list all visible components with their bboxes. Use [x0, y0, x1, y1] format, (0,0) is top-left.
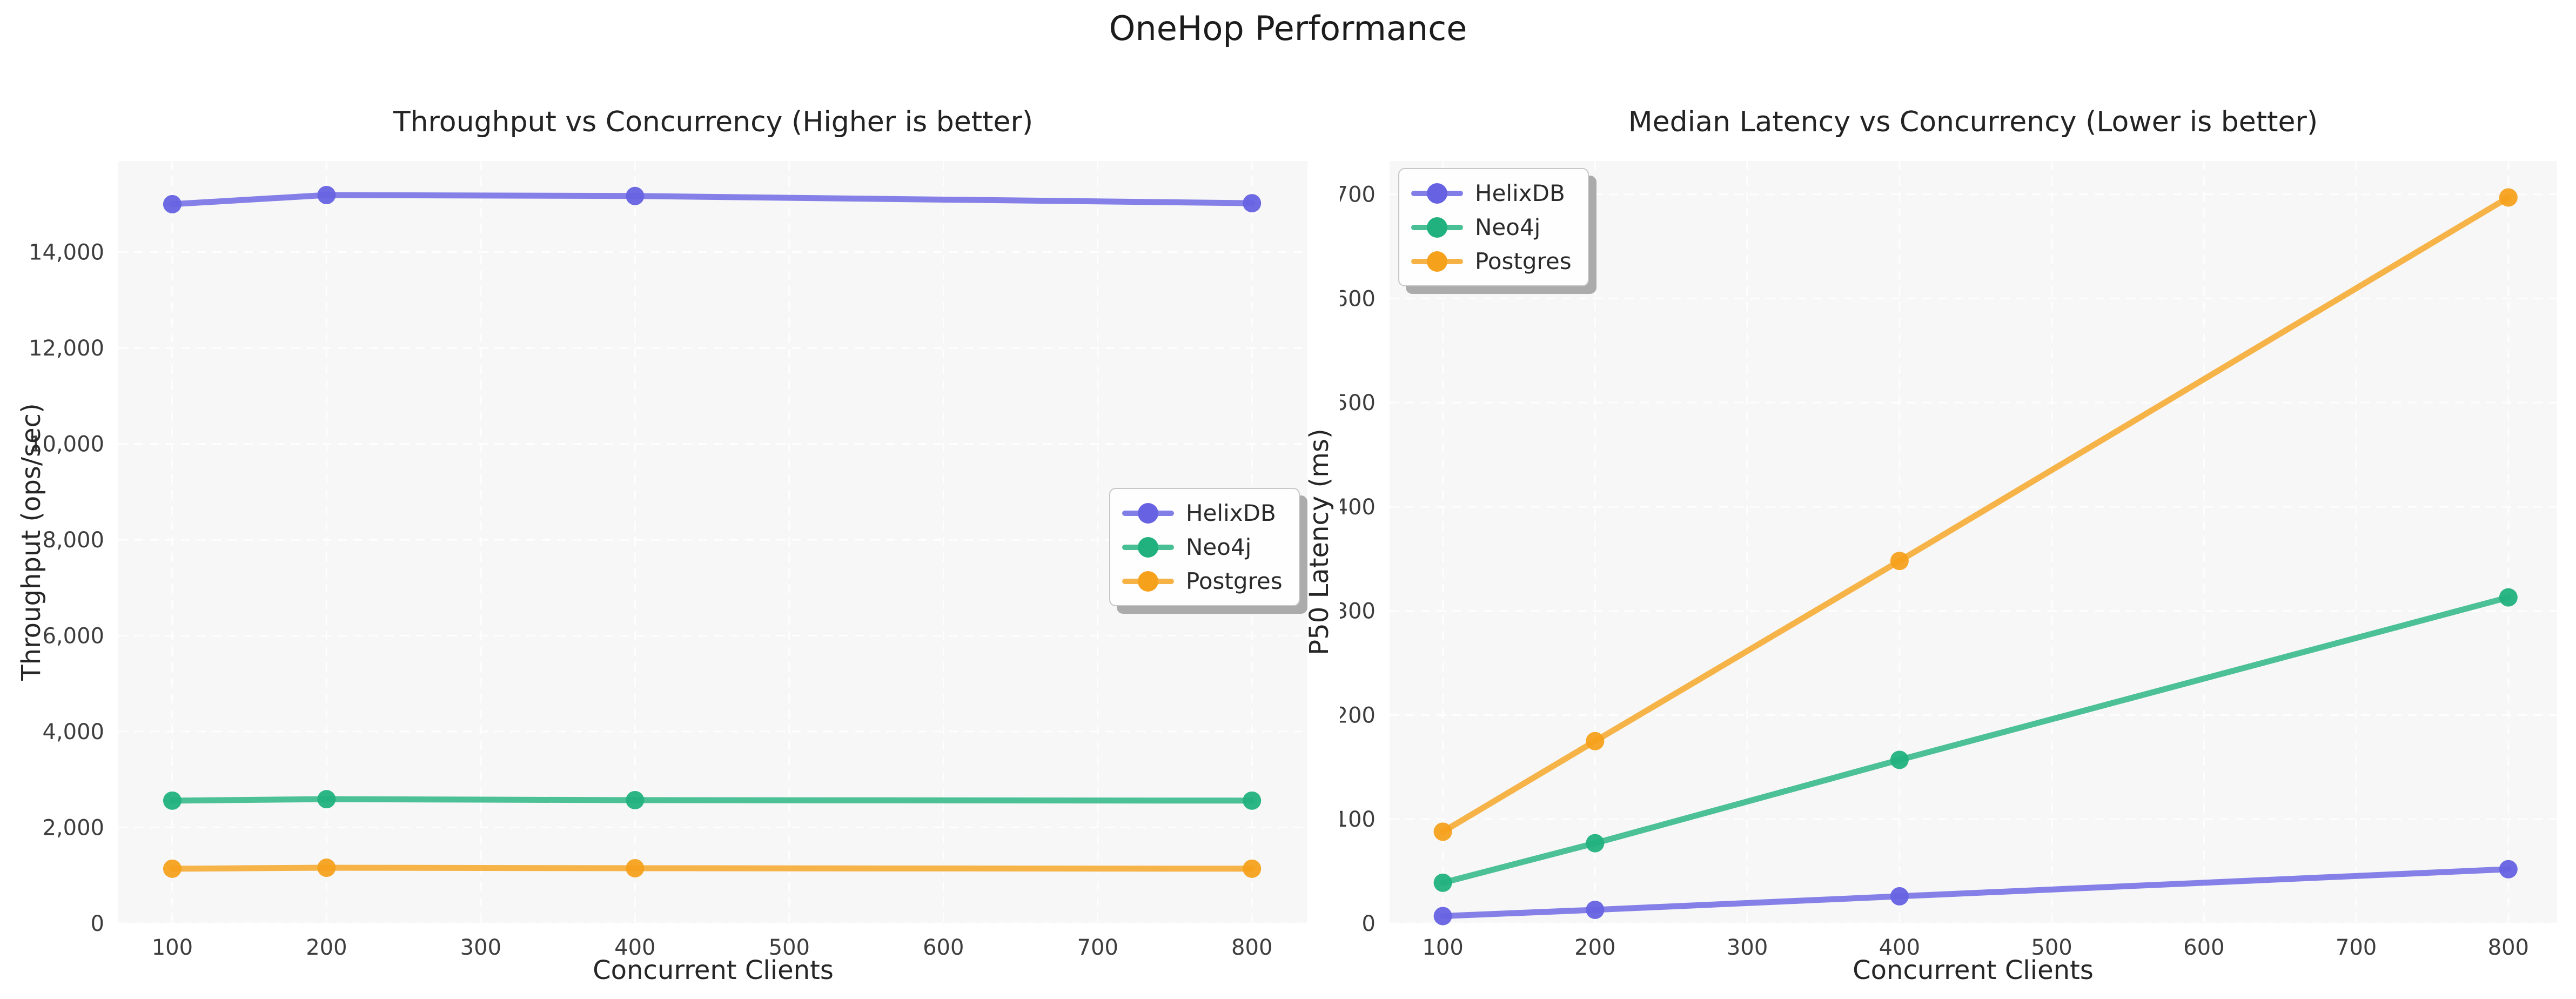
latency-line-neo4j: [1440, 594, 2512, 886]
throughput-legend-item-neo4j: Neo4j: [1122, 534, 1283, 560]
throughput-marker-postgres: [163, 859, 182, 878]
latency-ytick-label: 600: [1340, 286, 1376, 311]
latency-xaxis-label: Concurrent Clients: [1853, 955, 2094, 985]
throughput-xtick-label: 200: [306, 935, 347, 960]
throughput-line-postgres: [169, 864, 1255, 872]
throughput-ytick-label: 6,000: [42, 624, 104, 649]
throughput-yaxis-label: Throughput (ops/sec): [16, 403, 46, 681]
throughput-ytick-label: 12,000: [29, 336, 104, 361]
throughput-xaxis-label: Concurrent Clients: [593, 955, 834, 985]
throughput-xtick-label: 400: [614, 935, 655, 960]
latency-marker-postgres: [1433, 822, 1452, 841]
legend-line-marker-icon: [1122, 501, 1174, 525]
latency-xtick-label: 800: [2488, 935, 2529, 960]
latency-plot-area: [1390, 161, 2557, 923]
figure-title: OneHop Performance: [1109, 9, 1467, 48]
throughput-xtick-label: 300: [460, 935, 501, 960]
latency-ytick-label: 400: [1340, 495, 1376, 520]
throughput-legend-item-helixdb: HelixDB: [1122, 500, 1283, 526]
throughput-ytick-label: 8,000: [42, 528, 104, 553]
throughput-chart-title: Throughput vs Concurrency (Higher is bet…: [393, 106, 1034, 138]
throughput-ytick-label: 10,000: [29, 432, 104, 457]
latency-marker-postgres: [2499, 188, 2518, 207]
legend-label: Postgres: [1475, 248, 1572, 274]
latency-legend-item-postgres: Postgres: [1411, 248, 1572, 274]
latency-legend-item-neo4j: Neo4j: [1411, 214, 1572, 240]
latency-xtick-label: 300: [1727, 935, 1768, 960]
latency-xtick-label: 700: [2336, 935, 2377, 960]
latency-marker-neo4j: [1433, 873, 1452, 892]
throughput-line-neo4j: [169, 796, 1255, 804]
throughput-ytick-label: 14,000: [29, 240, 104, 265]
latency-xtick-label: 200: [1574, 935, 1615, 960]
latency-yaxis-label: P50 Latency (ms): [1304, 428, 1334, 655]
legend-label: Neo4j: [1186, 534, 1252, 560]
latency-legend: HelixDB Neo4j Postgres: [1398, 168, 1589, 286]
legend-line-marker-icon: [1411, 216, 1463, 239]
latency-marker-helixdb: [2499, 860, 2518, 879]
latency-ytick-label: 0: [1362, 911, 1376, 936]
throughput-marker-neo4j: [163, 791, 182, 810]
throughput-marker-helixdb: [163, 195, 182, 213]
latency-marker-neo4j: [1890, 750, 1909, 769]
legend-line-marker-icon: [1122, 569, 1174, 593]
latency-ytick-label: 300: [1340, 599, 1376, 624]
throughput-ytick-label: 2,000: [42, 816, 104, 841]
throughput-line-helixdb: [169, 192, 1255, 207]
latency-ytick-label: 200: [1340, 703, 1376, 728]
latency-xtick-label: 400: [1879, 935, 1920, 960]
latency-line-postgres: [1440, 194, 2512, 835]
throughput-marker-postgres: [317, 859, 336, 877]
latency-ytick-label: 700: [1340, 183, 1376, 207]
legend-line-marker-icon: [1411, 182, 1463, 205]
latency-line-helixdb: [1440, 866, 2512, 920]
latency-xtick-label: 500: [2031, 935, 2072, 960]
latency-legend-item-helixdb: HelixDB: [1411, 180, 1572, 206]
latency-ytick-label: 500: [1340, 391, 1376, 415]
throughput-marker-helixdb: [1243, 194, 1262, 213]
throughput-xtick-label: 800: [1231, 935, 1272, 960]
legend-label: Postgres: [1186, 568, 1283, 594]
latency-chart-title: Median Latency vs Concurrency (Lower is …: [1628, 106, 2318, 138]
throughput-marker-postgres: [1243, 859, 1262, 878]
throughput-legend: HelixDB Neo4j Postgres: [1109, 488, 1300, 606]
throughput-xtick-label: 600: [923, 935, 964, 960]
latency-xtick-label: 100: [1422, 935, 1463, 960]
latency-ytick-label: 100: [1340, 807, 1376, 832]
latency-xtick-label: 600: [2183, 935, 2224, 960]
throughput-ytick-label: 0: [91, 911, 104, 936]
latency-marker-helixdb: [1586, 900, 1605, 919]
legend-label: Neo4j: [1475, 214, 1541, 240]
throughput-marker-neo4j: [317, 790, 336, 809]
throughput-xtick-label: 700: [1077, 935, 1118, 960]
latency-chart-svg: 100 200 300 400 500 600 700 800 0 100 200 300 400 500…: [1340, 161, 2557, 960]
latency-marker-neo4j: [2499, 588, 2518, 607]
legend-line-marker-icon: [1411, 250, 1463, 273]
throughput-marker-helixdb: [626, 186, 645, 205]
throughput-marker-neo4j: [626, 790, 645, 809]
latency-marker-neo4j: [1586, 834, 1605, 853]
latency-marker-helixdb: [1890, 887, 1909, 906]
throughput-xtick-label: 100: [152, 935, 193, 960]
latency-marker-postgres: [1890, 552, 1909, 571]
latency-marker-helixdb: [1433, 907, 1452, 926]
throughput-legend-item-postgres: Postgres: [1122, 568, 1283, 594]
throughput-ytick-label: 4,000: [42, 720, 104, 745]
throughput-marker-helixdb: [317, 186, 336, 205]
throughput-marker-postgres: [626, 859, 645, 877]
legend-label: HelixDB: [1475, 180, 1565, 206]
legend-label: HelixDB: [1186, 500, 1276, 526]
legend-line-marker-icon: [1122, 535, 1174, 559]
throughput-marker-neo4j: [1243, 791, 1262, 810]
throughput-xtick-label: 500: [769, 935, 810, 960]
latency-marker-postgres: [1586, 732, 1605, 750]
